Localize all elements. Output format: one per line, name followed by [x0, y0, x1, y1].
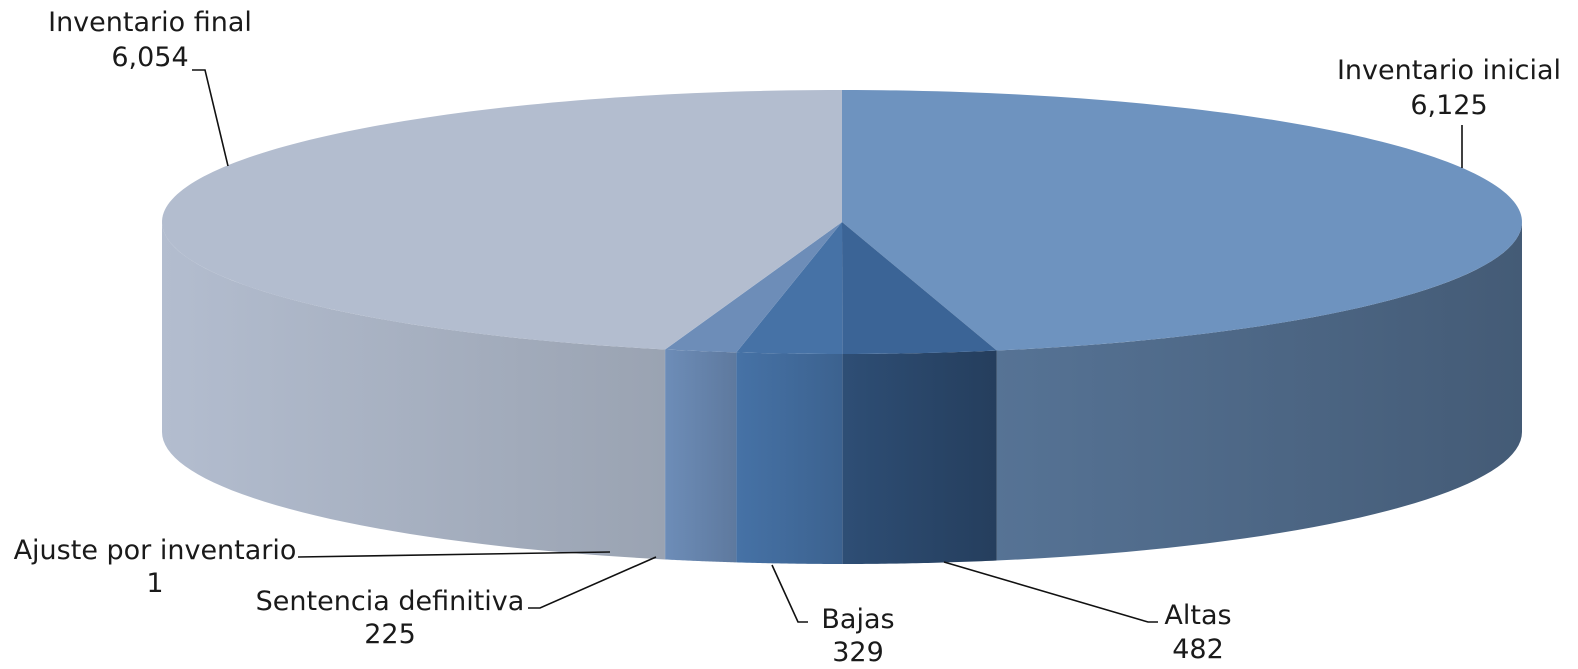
- value-label: 6,054: [111, 42, 188, 73]
- pie-slice-0: [842, 90, 1522, 351]
- pie-slice-5: [162, 90, 843, 350]
- pie-slice-4: [664, 222, 842, 350]
- label-inventario-inicial: Inventario inicial 6,125: [1337, 55, 1561, 121]
- category-label: Inventario inicial: [1337, 55, 1561, 86]
- label-altas: Altas 482: [1164, 600, 1231, 665]
- pie-slice-1: [842, 222, 997, 354]
- leader-line-5: [943, 561, 1158, 623]
- pie-side-1: [842, 350, 997, 564]
- label-bajas: Bajas 329: [821, 604, 894, 668]
- category-label: Altas: [1164, 600, 1231, 631]
- pie-slice-2: [736, 222, 843, 354]
- pie-side-2: [736, 352, 843, 564]
- pie-tops: [162, 90, 1522, 354]
- label-sentencia-definitiva: Sentencia definitiva 225: [256, 586, 525, 650]
- pie-side-3: [665, 349, 737, 563]
- value-label: 6,125: [1410, 90, 1487, 121]
- pie-slice-3: [665, 222, 842, 353]
- value-label: 225: [364, 619, 416, 650]
- leader-line-4: [771, 564, 808, 623]
- category-label: Inventario final: [48, 7, 252, 38]
- leader-lines: [192, 69, 1463, 623]
- value-label: 329: [832, 637, 884, 668]
- pie-side-0: [996, 222, 1522, 561]
- category-label: Bajas: [821, 604, 894, 635]
- value-label: 482: [1172, 634, 1224, 665]
- category-label: Ajuste por inventario: [14, 535, 297, 566]
- label-inventario-final: Inventario final 6,054: [48, 7, 252, 73]
- leader-line-0: [192, 69, 229, 167]
- leader-line-2: [297, 551, 611, 558]
- slice-labels: Inventario final 6,054 Inventario inicia…: [14, 7, 1561, 668]
- pie-side-5: [162, 222, 665, 560]
- leader-line-3: [528, 556, 657, 609]
- pie-sides: [162, 222, 1522, 564]
- category-label: Sentencia definitiva: [256, 586, 525, 617]
- label-ajuste-por-inventario: Ajuste por inventario 1: [14, 535, 297, 599]
- value-label: 1: [146, 568, 163, 599]
